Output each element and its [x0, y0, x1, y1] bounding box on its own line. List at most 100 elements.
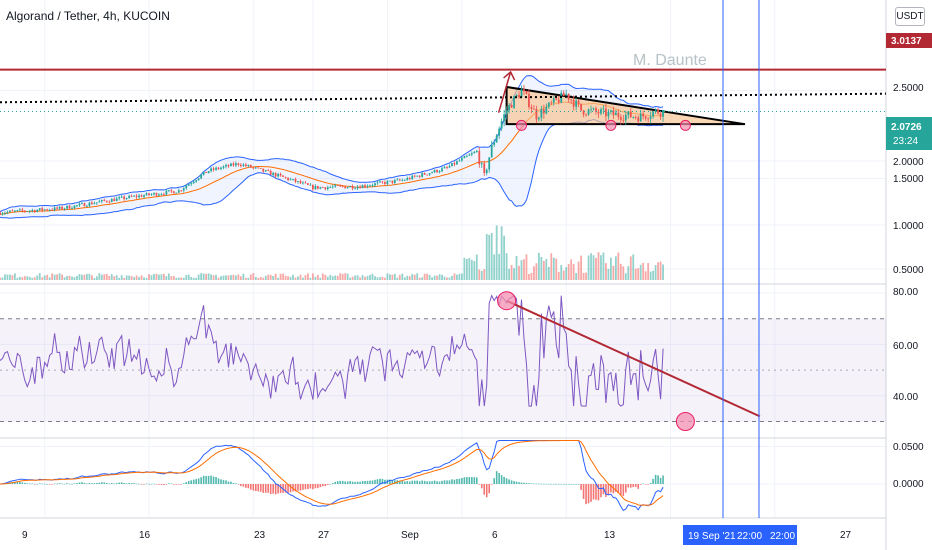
macd-histogram-bar	[453, 479, 456, 484]
volume-bar	[436, 275, 438, 280]
volume-bar	[175, 277, 178, 280]
volume-bar	[624, 273, 627, 280]
volume-bar	[182, 277, 185, 280]
macd-histogram-bar	[38, 483, 41, 484]
macd-histogram-bar	[185, 482, 188, 484]
volume-bar	[438, 274, 441, 280]
candle-body	[483, 163, 486, 174]
candle-body	[567, 93, 570, 100]
macd-histogram-bar	[339, 480, 342, 484]
candle-body	[1, 213, 4, 215]
macd-histogram-bar	[287, 484, 289, 493]
candle-body	[274, 172, 277, 177]
candle-body	[384, 182, 386, 185]
volume-bar	[4, 274, 6, 280]
macd-histogram-bar	[195, 479, 197, 484]
volume-bar	[411, 274, 414, 280]
macd-histogram-bar	[66, 483, 68, 484]
volume-bar	[406, 275, 409, 280]
macd-histogram-bar	[163, 484, 165, 486]
volume-bar	[190, 276, 193, 280]
candle-body	[26, 211, 29, 213]
macd-histogram-bar	[458, 478, 461, 484]
candle-body	[16, 210, 19, 211]
candle-body	[398, 179, 401, 181]
macd-histogram-bar	[302, 484, 304, 490]
candle-body	[135, 195, 138, 198]
macd-histogram-bar	[468, 477, 471, 484]
macd-histogram-bar	[274, 484, 277, 495]
macd-histogram-bar	[235, 483, 237, 484]
candle-body	[612, 110, 615, 116]
volume-bar	[431, 277, 433, 280]
candle-body	[165, 190, 168, 195]
volume-bar	[128, 275, 131, 280]
candle-body	[262, 168, 265, 172]
volume-bar	[78, 274, 81, 280]
time-tick-label: 16	[139, 530, 151, 541]
macd-histogram-bar	[294, 484, 297, 492]
candle-body	[458, 160, 461, 162]
candle-body	[220, 167, 222, 169]
candle-body	[95, 202, 98, 204]
volume-bar	[336, 275, 339, 280]
macd-histogram-bar	[637, 484, 640, 489]
candle-body	[610, 110, 612, 112]
macd-histogram-bar	[629, 484, 632, 488]
candle-body	[130, 195, 133, 197]
rsi-circle-marker	[497, 291, 517, 311]
candle-body	[138, 195, 140, 198]
macd-histogram-bar	[523, 482, 525, 484]
volume-bar	[165, 276, 168, 280]
candle-body	[272, 172, 275, 175]
macd-histogram-bar	[642, 483, 644, 485]
macd-histogram-bar	[654, 474, 657, 484]
candle-body	[98, 201, 101, 203]
volume-bar	[555, 258, 558, 280]
candle-body	[478, 150, 481, 165]
macd-histogram-bar	[19, 481, 21, 484]
macd-histogram-bar	[212, 476, 215, 484]
macd-histogram-bar	[408, 481, 411, 484]
candle-body	[153, 192, 155, 195]
candle-body	[426, 174, 429, 176]
macd-histogram-bar	[289, 484, 292, 493]
volume-bar	[393, 273, 396, 280]
volume-bar	[528, 273, 530, 280]
macd-histogram-bar	[329, 483, 332, 485]
candle-body	[222, 166, 225, 168]
volume-bar	[41, 277, 44, 280]
volume-bar	[565, 267, 568, 280]
volume-bar	[76, 275, 78, 280]
currency-button[interactable]: USDT	[895, 7, 925, 26]
candle-body	[351, 186, 354, 189]
volume-bar	[498, 253, 501, 280]
macd-histogram-bar	[269, 484, 272, 495]
macd-histogram-bar	[135, 483, 138, 485]
signal-line	[0, 440, 664, 506]
macd-histogram-bar	[371, 480, 374, 484]
macd-histogram-bar	[98, 482, 101, 484]
macd-histogram-bar	[314, 484, 317, 489]
candle-body	[143, 195, 145, 197]
macd-histogram-bar	[428, 481, 431, 484]
candle-body	[488, 157, 491, 170]
volume-bar	[356, 275, 359, 280]
candle-body	[570, 99, 573, 101]
volume-bar	[16, 277, 19, 280]
time-axis[interactable]: 9 16 23 27 Sep 6 13 20 27 19 Sep '21 22:…	[22, 525, 852, 545]
macd-histogram-bar	[431, 481, 433, 484]
macd-histogram-bar	[210, 475, 212, 484]
volume-bar	[597, 252, 600, 280]
macd-histogram-bar	[662, 475, 664, 484]
volume-bar	[361, 275, 364, 280]
volume-bar	[244, 277, 247, 280]
macd-histogram-bar	[597, 484, 600, 501]
macd-histogram-bar	[659, 477, 662, 484]
volume-bar	[518, 265, 520, 280]
volume-bar	[180, 277, 183, 280]
candle-body	[38, 208, 41, 210]
volume-bar	[239, 276, 242, 280]
macd-histogram-bar	[259, 484, 262, 492]
